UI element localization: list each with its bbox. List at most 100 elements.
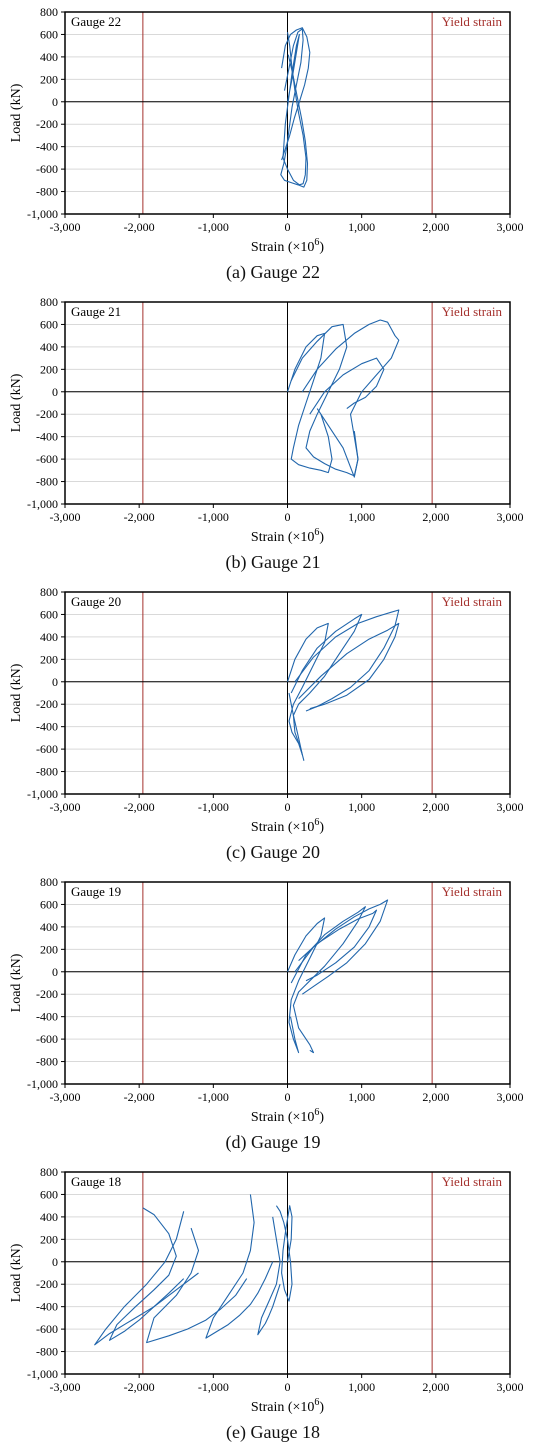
chart-caption: (e) Gauge 18 [226,1422,320,1442]
x-tick-label: 1,000 [348,1380,375,1394]
y-tick-label: -400 [36,140,58,154]
y-tick-label: 400 [40,50,58,64]
chart-svg: -1,000 -800 -600 -400 -200 0 200 400 600 800 -3,00… [9,585,524,835]
x-tick-label: 0 [285,510,291,524]
hysteresis-curve [205,1194,274,1339]
y-tick-label: -800 [36,1055,58,1069]
x-tick-label: 2,000 [422,220,449,234]
hysteresis-curve [286,917,326,1054]
x-tick-label: -2,000 [124,800,155,814]
chart-panel-gauge-19: -1,000 -800 -600 -400 -200 0 200 400 600 800 -3,00… [0,870,546,1160]
x-tick-label: 1,000 [348,1090,375,1104]
x-axis-label: Strain (×106) [251,527,325,545]
y-tick-label: -200 [36,117,58,131]
y-tick-label: -200 [36,407,58,421]
hysteresis-curve [290,613,363,761]
y-tick-label: 600 [40,1187,58,1201]
hysteresis-curve [290,323,359,477]
y-tick-label: -400 [36,1300,58,1314]
x-axis-label: Strain (×106) [251,817,325,835]
y-tick-label: -1,000 [27,1367,58,1381]
y-tick-label: 0 [52,95,58,109]
x-tick-label: 2,000 [422,510,449,524]
y-axis-label: Load (kN) [9,953,24,1012]
y-tick-label: 800 [40,295,58,309]
x-tick-label: -1,000 [198,800,229,814]
gauge-label: Gauge 20 [71,594,121,609]
y-tick-label: 0 [52,1255,58,1269]
x-tick-label: -3,000 [50,1090,81,1104]
chart-caption: (b) Gauge 21 [225,552,321,572]
chart-svg: -1,000 -800 -600 -400 -200 0 200 400 600 800 -3,00… [9,875,524,1125]
y-tick-label: 200 [40,72,58,86]
x-tick-label: -1,000 [198,1380,229,1394]
x-tick-label: 0 [285,220,291,234]
hysteresis-curve [146,1227,248,1344]
x-axis-label: Strain (×106) [251,1107,325,1125]
y-tick-label: 200 [40,652,58,666]
yield-strain-label: Yield strain [442,884,503,899]
y-tick-label: 400 [40,630,58,644]
x-tick-label: 3,000 [497,220,524,234]
x-tick-label: -1,000 [198,510,229,524]
hysteresis-curve [294,899,389,995]
y-tick-label: 600 [40,27,58,41]
x-tick-label: 0 [285,1380,291,1394]
x-tick-label: -2,000 [124,220,155,234]
x-tick-label: 0 [285,800,291,814]
chart-svg: -1,000 -800 -600 -400 -200 0 200 400 600 800 -3,00… [9,5,524,255]
x-tick-label: -2,000 [124,510,155,524]
chart-svg: -1,000 -800 -600 -400 -200 0 200 400 600 800 -3,00… [9,295,524,545]
x-tick-label: 3,000 [497,800,524,814]
y-tick-label: 800 [40,585,58,599]
chart-panel-gauge-18: -1,000 -800 -600 -400 -200 0 200 400 600 800 -3,00… [0,1160,546,1450]
y-tick-label: -800 [36,185,58,199]
y-axis-label: Load (kN) [9,663,24,722]
y-tick-label: 200 [40,1232,58,1246]
hysteresis-curve [301,319,400,478]
x-tick-label: -1,000 [198,1090,229,1104]
y-tick-label: 800 [40,5,58,19]
y-tick-label: 400 [40,340,58,354]
yield-strain-label: Yield strain [442,14,503,29]
y-tick-label: 0 [52,965,58,979]
x-tick-label: -3,000 [50,1380,81,1394]
x-tick-label: -3,000 [50,220,81,234]
y-tick-label: -600 [36,1032,58,1046]
gauge-label: Gauge 22 [71,14,121,29]
hysteresis-curve [298,622,400,710]
y-tick-label: -200 [36,1277,58,1291]
y-tick-label: -800 [36,765,58,779]
chart-caption: (a) Gauge 22 [226,262,320,282]
x-axis-label: Strain (×106) [251,1397,325,1415]
y-tick-label: -600 [36,162,58,176]
yield-strain-label: Yield strain [442,594,503,609]
x-tick-label: 3,000 [497,510,524,524]
gauge-label: Gauge 21 [71,304,121,319]
chart-caption: (c) Gauge 20 [226,842,320,862]
y-tick-label: -600 [36,1322,58,1336]
x-tick-label: 0 [285,1090,291,1104]
y-tick-label: -1,000 [27,207,58,221]
yield-strain-label: Yield strain [442,1174,503,1189]
hysteresis-curve [281,27,311,161]
y-tick-label: -1,000 [27,497,58,511]
x-tick-label: -1,000 [198,220,229,234]
hysteresis-curve [298,909,378,982]
chart-svg: -1,000 -800 -600 -400 -200 0 200 400 600 800 -3,00… [9,1165,524,1415]
y-tick-label: -600 [36,742,58,756]
y-tick-label: -400 [36,430,58,444]
gauge-label: Gauge 19 [71,884,121,899]
x-tick-label: 1,000 [348,220,375,234]
y-tick-label: 0 [52,675,58,689]
y-tick-label: 400 [40,920,58,934]
y-tick-label: 600 [40,317,58,331]
x-tick-label: 3,000 [497,1380,524,1394]
hysteresis-curve [275,1205,293,1302]
y-tick-label: -800 [36,1345,58,1359]
y-tick-label: 200 [40,942,58,956]
hysteresis-curve [108,1207,185,1341]
x-tick-label: 2,000 [422,1380,449,1394]
chart-panel-gauge-22: -1,000 -800 -600 -400 -200 0 200 400 600 800 -3,00… [0,0,546,290]
